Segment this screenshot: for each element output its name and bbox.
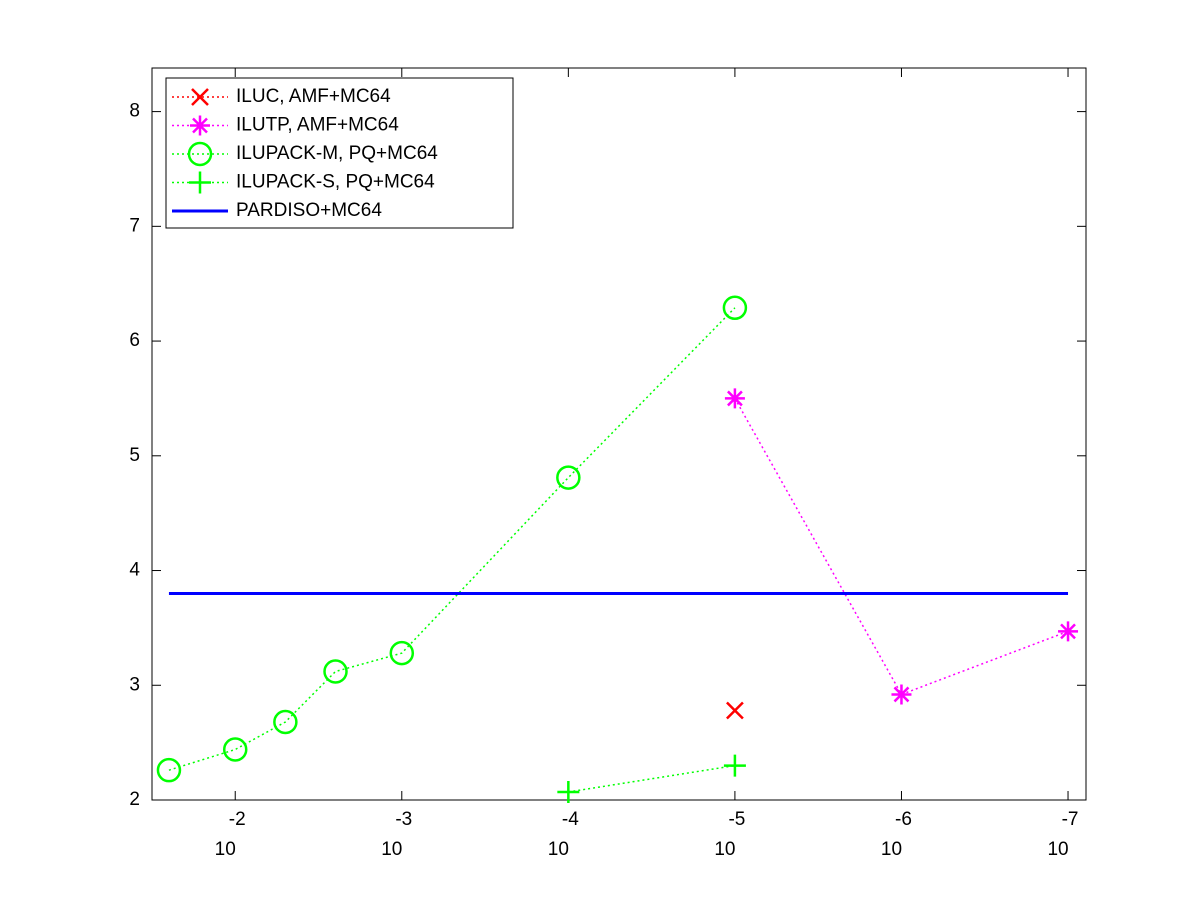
marker-circle: [222, 737, 248, 762]
legend-label: ILUTP, AMF+MC64: [236, 115, 399, 136]
marker: [190, 115, 210, 136]
marker: [191, 88, 209, 106]
x-tick-label: 10: [881, 839, 902, 860]
x-tick-label: 10: [1047, 839, 1068, 860]
marker: [723, 754, 746, 777]
marker: [891, 684, 912, 705]
x-tick-label: 10: [714, 839, 735, 860]
y-tick-label: 5: [129, 445, 140, 466]
marker-circle: [323, 659, 348, 684]
plot-frame: [151, 67, 1087, 801]
series-line: [734, 398, 1069, 696]
y-tick-label: 8: [129, 101, 140, 122]
x-tick-exponent: -3: [395, 809, 412, 830]
marker-circle: [389, 640, 415, 666]
x-tick-exponent: -2: [229, 809, 246, 830]
marker: [1058, 621, 1079, 642]
marker: [726, 701, 744, 720]
x-tick-exponent: -7: [1062, 809, 1079, 830]
marker-circle: [722, 295, 748, 321]
x-tick-exponent: -4: [562, 809, 579, 830]
x-tick-exponent: -6: [895, 809, 912, 830]
marker: [557, 780, 580, 803]
x-tick-label: 10: [381, 839, 402, 860]
marker-circle: [156, 757, 182, 783]
marker: [189, 171, 211, 194]
marker-circle: [187, 141, 213, 167]
marker-circle: [273, 709, 298, 735]
series-line: [568, 764, 736, 793]
y-tick-label: 4: [129, 560, 140, 581]
legend-box: [165, 77, 514, 229]
y-tick-label: 2: [129, 789, 140, 810]
series-line: [168, 307, 736, 771]
legend-label: ILUPACK-M, PQ+MC64: [236, 143, 438, 164]
legend-label: PARDISO+MC64: [236, 200, 382, 221]
legend-label: ILUPACK-S, PQ+MC64: [236, 172, 435, 193]
x-tick-label: 10: [548, 839, 569, 860]
x-tick-exponent: -5: [728, 809, 745, 830]
y-tick-label: 3: [129, 674, 140, 695]
y-tick-label: 7: [129, 215, 140, 236]
marker: [724, 388, 745, 409]
x-tick-label: 10: [215, 839, 236, 860]
marker-circle: [556, 465, 581, 490]
legend-label: ILUC, AMF+MC64: [236, 86, 391, 107]
y-tick-label: 6: [129, 330, 140, 351]
